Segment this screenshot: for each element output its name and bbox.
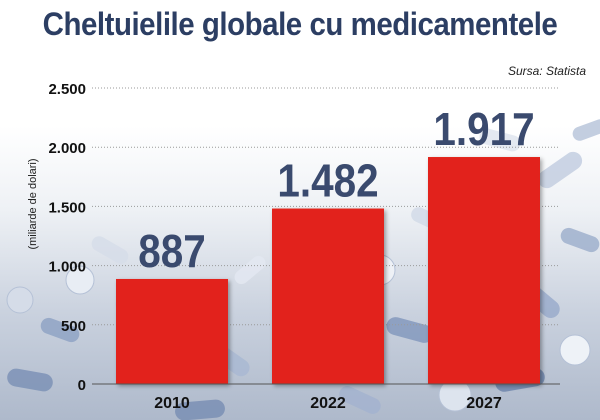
y-tick-label: 1.500 [48,199,86,216]
chart-title: Cheltuielile globale cu medicamentele [42,6,558,42]
y-tick-label: 500 [61,318,86,335]
pill-shape [175,399,225,420]
pill-shape [339,386,381,414]
pill-shape [234,255,266,285]
bar [428,157,540,384]
y-axis: (miliarde de dolari) 0 500 1.000 1.500 2.000… [27,81,86,394]
bars [116,157,540,384]
x-tick-label: 2022 [310,395,346,412]
pill-shape [40,317,80,343]
pill-shape [572,119,600,141]
data-label: 887 [138,227,206,278]
pill-shape [537,151,583,189]
data-label: 1.917 [433,105,534,156]
pill-shape [560,227,600,253]
pill-shape [386,317,434,343]
tablet-shape [65,265,95,295]
bar [116,278,228,384]
x-tick-label: 2027 [466,395,502,412]
data-labels: 887 1.482 1.917 [138,105,534,278]
y-tick-label: 0 [78,377,86,394]
x-axis: 2010 2022 2027 [92,383,560,412]
pill-shape [91,236,129,264]
pill-shape [7,368,53,392]
y-axis-label: (miliarde de dolari) [27,158,39,249]
data-label: 1.482 [277,156,378,207]
chart-source: Sursa: Statista [507,64,586,78]
tablet-shape [6,286,34,314]
y-tick-label: 1.000 [48,259,86,276]
bar [272,208,384,384]
pill-shape [479,128,521,152]
tablet-shape [559,334,591,366]
y-tick-label: 2.000 [48,140,86,157]
x-tick-label: 2010 [154,395,190,412]
y-tick-label: 2.500 [48,81,86,98]
